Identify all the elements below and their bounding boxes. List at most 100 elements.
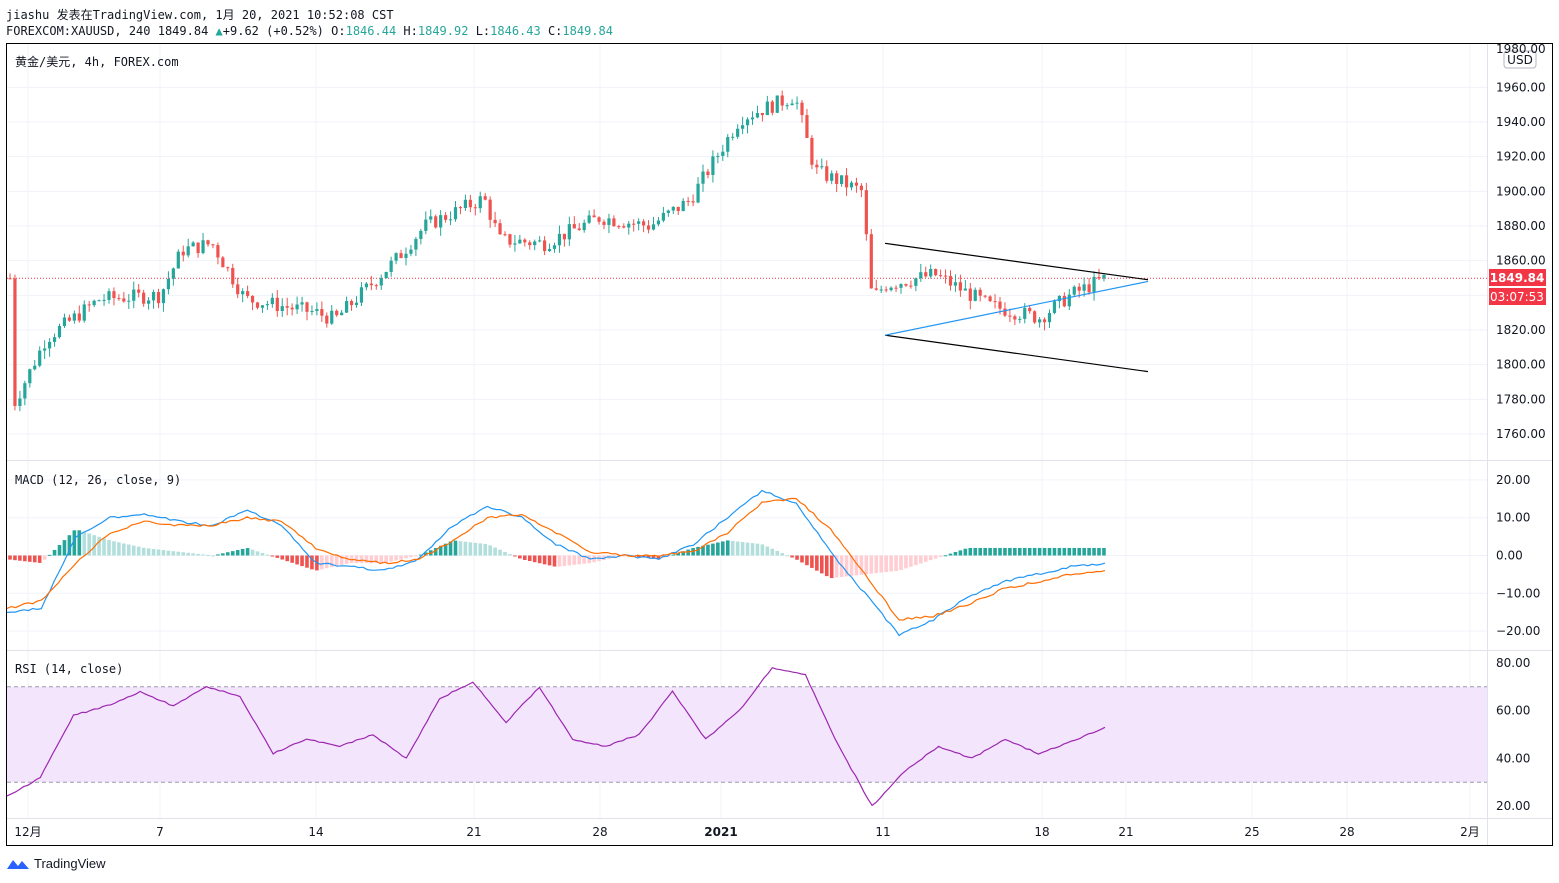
macd-bar [394, 555, 398, 561]
macd-bar [1052, 547, 1057, 556]
tradingview-logo[interactable]: TradingView [6, 856, 106, 871]
macd-bar [320, 555, 324, 570]
candle [577, 228, 581, 231]
candle [760, 113, 764, 116]
macd-bar [646, 555, 651, 559]
up-arrow-icon: ▲ [215, 24, 223, 38]
candle [1087, 284, 1091, 293]
candle [676, 206, 680, 212]
candle [642, 221, 646, 226]
candle [246, 291, 250, 296]
candle [513, 243, 517, 245]
macd-bar [973, 547, 978, 556]
macd-bar [117, 542, 121, 556]
price-tick: 1860.00 [1496, 254, 1546, 268]
macd-bar [711, 543, 715, 556]
macd-bar [730, 540, 735, 556]
macd-bar [211, 555, 215, 557]
candle [43, 348, 47, 351]
macd-bar [443, 543, 448, 556]
candle [414, 238, 418, 250]
macd-bar [894, 555, 898, 571]
macd-bar [37, 555, 42, 563]
macd-bar [874, 555, 879, 574]
candle [963, 288, 967, 291]
macd-bar [305, 555, 309, 568]
candle [503, 234, 507, 236]
candle [13, 278, 17, 406]
currency-badge[interactable] [1503, 50, 1537, 69]
candle [889, 287, 893, 291]
candle [894, 287, 898, 289]
candle [844, 175, 849, 188]
candle [934, 269, 938, 276]
macd-bar [171, 551, 176, 556]
macd-bar [201, 554, 205, 556]
candle [533, 241, 537, 246]
candle [939, 275, 943, 277]
macd-bar [23, 555, 27, 562]
candle [741, 125, 745, 129]
macd-bar [433, 548, 438, 556]
macd-bar [567, 555, 572, 566]
macd-bar [854, 555, 859, 576]
ohlc-legend: FOREXCOM:XAUUSD, 240 1849.84 ▲+9.62 (+0.… [6, 24, 613, 38]
candle [196, 242, 200, 254]
macd-bar [344, 555, 349, 564]
candle [993, 301, 997, 303]
candle [924, 272, 928, 277]
candle [528, 242, 532, 246]
trendline [884, 280, 1149, 336]
macd-bar [478, 543, 483, 556]
macd-bar [13, 555, 17, 561]
candle [874, 288, 878, 290]
macd-bar [810, 555, 814, 568]
macd-bar [869, 555, 874, 574]
macd-bar [686, 549, 690, 556]
macd-bar [141, 547, 146, 556]
macd-pane-title: MACD (12, 26, close, 9) [15, 473, 181, 487]
macd-line [6, 489, 1106, 637]
candle [448, 219, 453, 221]
candle [211, 244, 215, 246]
candle [290, 307, 294, 310]
macd-bar [1013, 547, 1017, 556]
candle [38, 350, 42, 366]
macd-bar [587, 555, 591, 564]
macd-bar [1022, 547, 1027, 556]
macd-bar [488, 545, 492, 556]
candle [835, 173, 839, 185]
macd-bar [334, 555, 339, 567]
candle [82, 304, 86, 321]
macd-bar [636, 555, 641, 558]
macd-bar [186, 552, 190, 556]
candle [122, 298, 126, 302]
candle [755, 113, 760, 118]
macd-axis: 20.00 10.00 0.00 −10.00 −20.00 [1496, 473, 1540, 638]
candle [983, 295, 987, 297]
macd-bar [938, 555, 943, 557]
macd-bar [725, 540, 730, 556]
candle [384, 271, 388, 279]
candle [1028, 307, 1032, 312]
macd-bar [146, 548, 151, 556]
macd-bar [369, 555, 374, 564]
macd-bar [557, 555, 562, 567]
tradingview-logo-icon [7, 859, 29, 869]
macd-bar [399, 555, 403, 560]
macd-bar [750, 543, 755, 556]
close-value: 1849.84 [562, 24, 613, 38]
macd-bar [829, 555, 834, 579]
chart-frame[interactable] [6, 43, 1553, 846]
macd-bar [978, 547, 982, 556]
candle [592, 215, 596, 218]
macd-bar [844, 555, 849, 577]
macd-bar [57, 545, 62, 556]
candle [731, 136, 735, 138]
macd-bar [765, 546, 770, 556]
macd-bar [235, 550, 240, 556]
candle [285, 306, 289, 308]
open-label: O: [331, 24, 346, 38]
macd-bar [983, 547, 987, 556]
